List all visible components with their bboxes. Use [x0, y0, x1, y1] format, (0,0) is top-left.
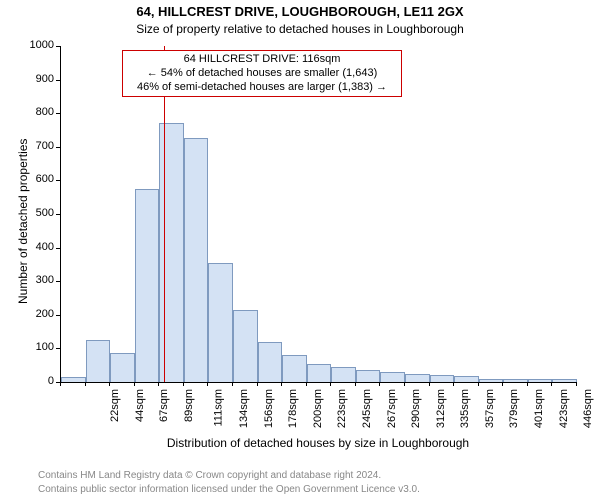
x-tick-label: 223sqm	[337, 389, 349, 428]
x-tick-label: 379sqm	[509, 389, 521, 428]
histogram-bar	[307, 364, 332, 382]
histogram-bar	[454, 376, 479, 382]
y-tick-label: 800	[24, 106, 54, 118]
y-tick-label: 0	[24, 375, 54, 387]
x-tick-mark	[306, 382, 307, 386]
histogram-bar	[184, 138, 209, 382]
y-tick-mark	[56, 315, 60, 316]
histogram-bar	[258, 342, 283, 382]
y-tick-label: 1000	[24, 39, 54, 51]
y-tick-mark	[56, 80, 60, 81]
x-tick-label: 178sqm	[287, 389, 299, 428]
x-tick-mark	[281, 382, 282, 386]
x-tick-mark	[232, 382, 233, 386]
x-tick-mark	[257, 382, 258, 386]
footnote-line-2: Contains public sector information licen…	[38, 484, 420, 495]
x-tick-label: 44sqm	[134, 389, 146, 422]
x-tick-mark	[379, 382, 380, 386]
chart-container: 64, HILLCREST DRIVE, LOUGHBOROUGH, LE11 …	[0, 0, 600, 500]
x-tick-label: 423sqm	[558, 389, 570, 428]
y-tick-label: 400	[24, 241, 54, 253]
x-tick-mark	[429, 382, 430, 386]
y-tick-mark	[56, 46, 60, 47]
callout-line-1: 64 HILLCREST DRIVE: 116sqm	[127, 53, 397, 67]
y-tick-mark	[56, 214, 60, 215]
x-tick-mark	[502, 382, 503, 386]
histogram-bar	[282, 355, 307, 382]
x-tick-label: 401sqm	[533, 389, 545, 428]
histogram-bar	[331, 367, 356, 382]
callout-line-3: 46% of semi-detached houses are larger (…	[127, 81, 397, 95]
x-tick-mark	[355, 382, 356, 386]
x-tick-label: 89sqm	[183, 389, 195, 422]
histogram-bar	[159, 123, 184, 382]
y-tick-label: 100	[24, 341, 54, 353]
x-tick-label: 335sqm	[459, 389, 471, 428]
x-tick-mark	[404, 382, 405, 386]
x-tick-label: 200sqm	[312, 389, 324, 428]
histogram-bar	[135, 189, 160, 382]
histogram-bar	[479, 379, 504, 382]
x-tick-mark	[551, 382, 552, 386]
x-tick-label: 446sqm	[582, 389, 594, 428]
y-tick-label: 900	[24, 73, 54, 85]
histogram-bar	[233, 310, 258, 382]
reference-callout: 64 HILLCREST DRIVE: 116sqm ← 54% of deta…	[122, 50, 402, 97]
histogram-bar	[405, 374, 430, 382]
y-tick-mark	[56, 180, 60, 181]
x-tick-mark	[330, 382, 331, 386]
callout-line-2: ← 54% of detached houses are smaller (1,…	[127, 67, 397, 81]
x-tick-mark	[85, 382, 86, 386]
x-tick-mark	[60, 382, 61, 386]
histogram-bar	[503, 379, 528, 382]
histogram-bar	[86, 340, 111, 382]
histogram-bar	[552, 379, 577, 382]
x-tick-label: 290sqm	[410, 389, 422, 428]
y-tick-mark	[56, 281, 60, 282]
y-tick-mark	[56, 147, 60, 148]
chart-title: 64, HILLCREST DRIVE, LOUGHBOROUGH, LE11 …	[0, 4, 600, 19]
x-tick-mark	[576, 382, 577, 386]
y-tick-mark	[56, 248, 60, 249]
x-tick-label: 267sqm	[386, 389, 398, 428]
x-tick-mark	[134, 382, 135, 386]
y-tick-label: 300	[24, 274, 54, 286]
x-tick-label: 312sqm	[435, 389, 447, 428]
x-tick-label: 134sqm	[238, 389, 250, 428]
histogram-bar	[430, 375, 455, 382]
x-tick-label: 357sqm	[484, 389, 496, 428]
x-tick-mark	[478, 382, 479, 386]
footnote-line-1: Contains HM Land Registry data © Crown c…	[38, 470, 381, 481]
x-tick-mark	[109, 382, 110, 386]
histogram-bar	[356, 370, 381, 382]
chart-subtitle: Size of property relative to detached ho…	[0, 22, 600, 36]
x-tick-mark	[158, 382, 159, 386]
x-tick-label: 22sqm	[109, 389, 121, 422]
x-tick-label: 67sqm	[158, 389, 170, 422]
histogram-bar	[208, 263, 233, 382]
y-tick-label: 200	[24, 308, 54, 320]
x-tick-label: 156sqm	[263, 389, 275, 428]
y-tick-mark	[56, 113, 60, 114]
x-tick-mark	[453, 382, 454, 386]
x-tick-mark	[183, 382, 184, 386]
x-tick-mark	[207, 382, 208, 386]
x-tick-mark	[527, 382, 528, 386]
x-axis-label: Distribution of detached houses by size …	[60, 436, 576, 450]
y-tick-label: 500	[24, 207, 54, 219]
y-tick-mark	[56, 348, 60, 349]
x-tick-label: 111sqm	[212, 389, 224, 427]
histogram-bar	[528, 379, 553, 382]
y-tick-label: 700	[24, 140, 54, 152]
histogram-bar	[380, 372, 405, 382]
histogram-bar	[61, 377, 86, 382]
histogram-bar	[110, 353, 135, 382]
y-tick-label: 600	[24, 173, 54, 185]
x-tick-label: 245sqm	[361, 389, 373, 428]
